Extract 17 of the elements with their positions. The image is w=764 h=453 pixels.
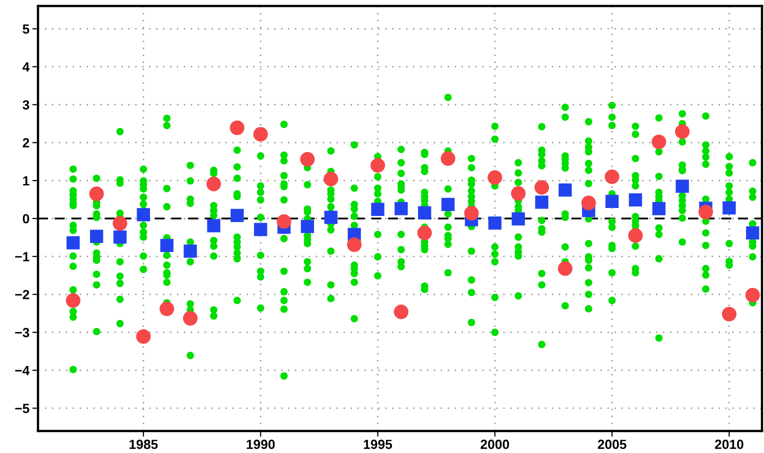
y-tick-label: 3 — [22, 100, 30, 110]
y-tick-label: 2 — [22, 138, 30, 148]
x-tick-label: 1995 — [364, 440, 392, 450]
y-tick-label: −1 — [15, 252, 30, 262]
y-tick-label: 1 — [23, 176, 30, 186]
x-tick-label: 2010 — [714, 440, 744, 450]
x-tick-label: 2000 — [480, 440, 510, 450]
x-tick-label: 2005 — [598, 440, 626, 450]
y-tick-label: −2 — [15, 290, 30, 300]
y-tick-label: −4 — [15, 366, 30, 376]
y-tick-label: 4 — [22, 62, 30, 72]
x-tick-label: 1990 — [246, 440, 275, 450]
y-tick-label: 5 — [22, 24, 30, 34]
y-tick-label: −3 — [15, 328, 30, 338]
y-tick-label: 0 — [22, 214, 30, 224]
y-tick-label: −5 — [15, 404, 30, 414]
x-tick-label: 1985 — [130, 440, 158, 450]
